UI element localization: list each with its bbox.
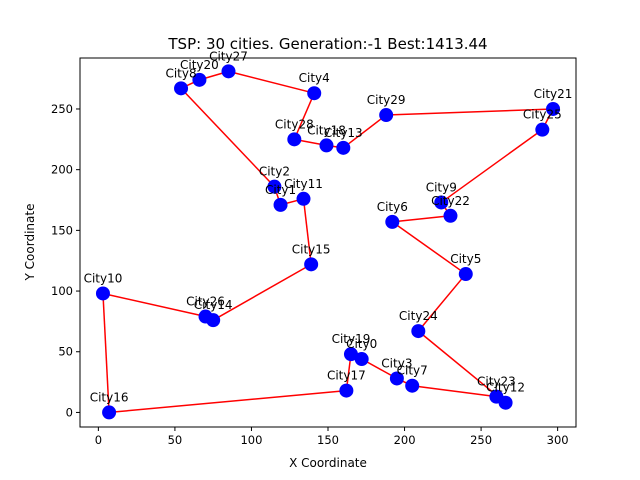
city-point (535, 122, 550, 137)
x-tick-label: 250 (470, 433, 492, 447)
city-label: City28 (275, 117, 314, 131)
city-point (102, 405, 117, 420)
city-label: City9 (426, 180, 457, 194)
x-tick-label: 50 (168, 433, 183, 447)
city-point (192, 72, 207, 87)
city-label: City10 (84, 271, 123, 285)
city-label: City12 (486, 381, 525, 395)
city-point (458, 267, 473, 282)
city-label: City18 (307, 123, 346, 137)
x-axis-ticks: 0 50 100 150 200 250 300 (95, 427, 569, 447)
city-label: City22 (431, 194, 470, 208)
city-labels: City0 City1 City2 City3 City4 City5 City6 City7… (84, 49, 573, 404)
city-point (198, 309, 213, 324)
city-point (273, 197, 288, 212)
route-segment (386, 108, 554, 116)
route-segment (302, 198, 312, 265)
y-axis-ticks: 0 50 100 150 200 250 (51, 102, 80, 419)
route-segment (293, 92, 315, 140)
route-segment (102, 292, 206, 318)
city-label: City7 (397, 364, 428, 378)
route-segment (102, 293, 110, 413)
city-point (95, 286, 110, 301)
city-point (336, 140, 351, 155)
city-label: City1 (265, 183, 296, 197)
x-axis-label: X Coordinate (289, 456, 367, 470)
city-label: City8 (165, 66, 196, 80)
city-label: City6 (377, 200, 408, 214)
city-point (287, 132, 302, 147)
city-label: City26 (186, 295, 225, 309)
city-label: City23 (477, 375, 516, 389)
y-tick-label: 50 (58, 345, 73, 359)
city-point (546, 101, 561, 116)
city-point (174, 81, 189, 96)
chart-title: TSP: 30 cities. Generation:-1 Best:1413.… (167, 35, 487, 53)
city-label: City3 (381, 356, 412, 370)
tour-route (102, 70, 554, 414)
city-point (221, 64, 236, 79)
city-point (319, 138, 334, 153)
city-label: City14 (194, 298, 233, 312)
route-segment (109, 389, 347, 414)
y-tick-label: 150 (51, 223, 73, 237)
city-point (385, 214, 400, 229)
city-label: City19 (332, 332, 371, 346)
x-tick-label: 100 (240, 433, 262, 447)
city-point (389, 371, 404, 386)
city-label: City20 (180, 58, 219, 72)
y-tick-label: 100 (51, 284, 73, 298)
city-point (411, 324, 426, 339)
city-point (296, 191, 311, 206)
city-point (304, 257, 319, 272)
city-points (95, 64, 561, 420)
route-segment (342, 114, 387, 149)
route-segment (391, 221, 467, 275)
city-label: City25 (523, 108, 562, 122)
city-point (343, 347, 358, 362)
route-segment (180, 87, 275, 188)
city-label: City21 (534, 87, 573, 101)
route-segment (417, 330, 507, 404)
city-point (489, 389, 504, 404)
y-tick-label: 200 (51, 163, 73, 177)
city-point (405, 378, 420, 393)
route-segment (440, 129, 543, 204)
route-segment (212, 263, 312, 321)
city-label: City2 (259, 165, 290, 179)
y-tick-label: 0 (66, 405, 73, 419)
city-label: City13 (324, 126, 363, 140)
city-point (443, 208, 458, 223)
city-label: City24 (399, 309, 438, 323)
y-tick-label: 250 (51, 102, 73, 116)
city-point (307, 86, 322, 101)
x-tick-label: 150 (317, 433, 339, 447)
route-segment (392, 215, 451, 223)
city-label: City15 (292, 242, 331, 256)
city-label: City17 (327, 369, 366, 383)
x-tick-label: 300 (547, 433, 569, 447)
city-point (339, 383, 354, 398)
y-axis-label: Y Coordinate (23, 204, 37, 282)
route-segment (417, 273, 467, 332)
city-label: City0 (346, 337, 377, 351)
city-label: City4 (299, 71, 330, 85)
city-label: City27 (209, 49, 248, 63)
city-label: City11 (284, 177, 323, 191)
city-label: City5 (450, 252, 481, 266)
route-segment (412, 384, 497, 398)
city-label: City16 (90, 390, 129, 404)
city-label: City29 (367, 93, 406, 107)
route-segment (228, 70, 315, 94)
city-point (354, 352, 369, 367)
city-point (267, 179, 282, 194)
city-point (434, 195, 449, 210)
city-point (379, 108, 394, 123)
x-tick-label: 0 (95, 433, 102, 447)
x-tick-label: 200 (394, 433, 416, 447)
